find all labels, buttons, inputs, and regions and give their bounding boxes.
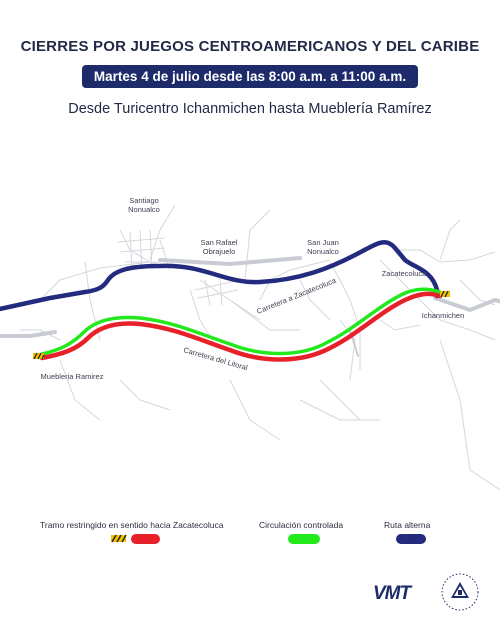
- place-label-san-juan-2: Nonualco: [307, 247, 339, 256]
- main-roads: [0, 256, 500, 357]
- place-label-ichanmichen: Ichanmichen: [422, 311, 465, 320]
- restricted-route-line: [39, 291, 443, 362]
- legend-swatch-alternate: [396, 534, 426, 544]
- place-label-san-rafael-2: Obrajuelo: [203, 247, 236, 256]
- legend-label-restricted: Tramo restringido en sentido hacia Zacat…: [40, 520, 224, 530]
- place-label-muebleria: Muebleria Ramirez: [41, 372, 104, 381]
- street-network: [20, 204, 500, 491]
- barrier-icon-muebleria: [33, 352, 45, 360]
- place-label-santiago-2: Nonualco: [128, 205, 160, 214]
- place-label-san-juan: San Juan: [307, 238, 339, 247]
- legend-label-alternate: Ruta alterna: [384, 520, 431, 530]
- legend-swatch-controlled: [288, 534, 320, 544]
- alternate-route-line: [0, 240, 440, 312]
- controlled-route-line: [40, 287, 442, 356]
- legend-swatch-restricted: [131, 534, 160, 544]
- place-label-santiago: Santiago: [129, 196, 159, 205]
- place-label-zacatecoluca: Zacatecoluca: [382, 269, 427, 278]
- barrier-icon-ichanmichen: [440, 290, 450, 298]
- page-title: CIERRES POR JUEGOS CENTROAMERICANOS Y DE…: [20, 38, 480, 55]
- road-label-carretera-litoral: Carretera del Litoral: [182, 345, 249, 372]
- date-badge: Martes 4 de julio desde las 8:00 a.m. a …: [82, 65, 418, 88]
- place-label-san-rafael: San Rafael: [200, 238, 237, 247]
- legend-label-controlled: Circulación controlada: [259, 520, 344, 530]
- route-subtitle: Desde Turicentro Ichanmichen hasta Muebl…: [68, 101, 432, 117]
- vmt-logo: VMT: [373, 583, 411, 604]
- el-salvador-seal-icon: [441, 573, 479, 611]
- legend-barrier-icon: [111, 534, 127, 543]
